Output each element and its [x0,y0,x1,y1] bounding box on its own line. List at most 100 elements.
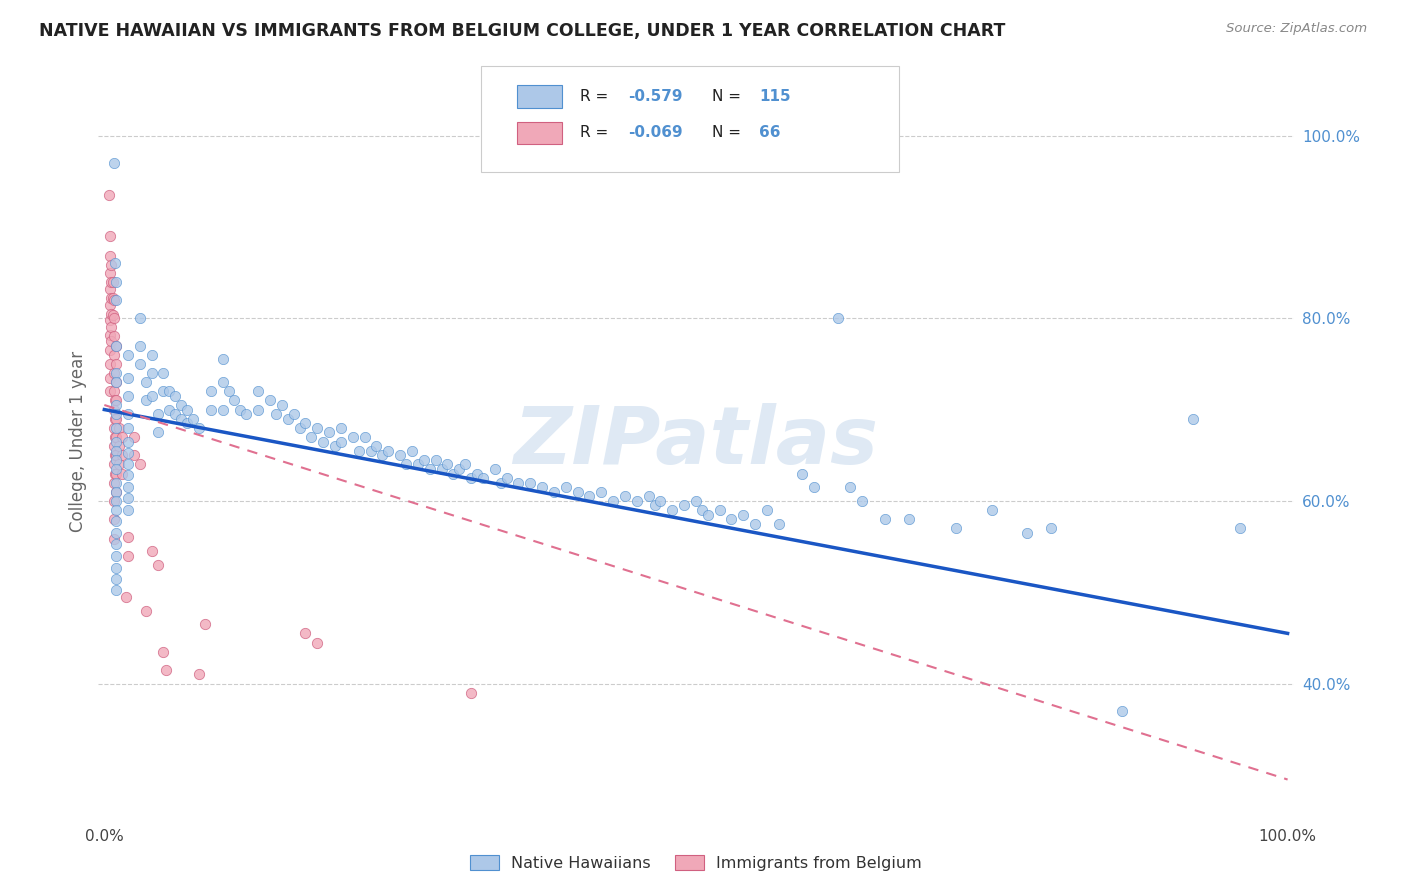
Point [218,384,240,399]
Point [103,156,125,170]
Point [101,308,124,322]
Point [105,443,128,458]
Point [98,384,121,399]
Point [897,512,920,526]
Legend: Native Hawaiians, Immigrants from Belgium: Native Hawaiians, Immigrants from Belgiu… [464,848,928,877]
Point [803,480,825,494]
Point [330,421,353,435]
Point [107,421,129,435]
Point [366,439,388,453]
Point [105,467,128,481]
Point [98,297,121,311]
Point [128,458,150,472]
Point [104,430,127,444]
Point [117,531,139,545]
Point [176,417,198,431]
Point [709,503,731,517]
Point [412,452,434,467]
Point [117,480,139,494]
Point [454,458,477,472]
Point [211,375,233,389]
Point [103,384,125,399]
Text: N =: N = [711,89,745,104]
Point [105,430,128,444]
Point [360,443,382,458]
Point [567,484,589,499]
Point [460,686,482,700]
Point [200,384,222,399]
Point [105,452,128,467]
Point [277,411,299,425]
Point [685,494,707,508]
Point [98,187,121,202]
Point [103,512,125,526]
Point [419,462,441,476]
Point [602,494,624,508]
Point [436,458,458,472]
Point [554,480,576,494]
Point [146,425,169,440]
Text: NATIVE HAWAIIAN VS IMMIGRANTS FROM BELGIUM COLLEGE, UNDER 1 YEAR CORRELATION CHA: NATIVE HAWAIIAN VS IMMIGRANTS FROM BELGI… [39,22,1005,40]
Point [495,471,517,485]
Text: 66: 66 [759,126,780,140]
Point [105,293,128,307]
Point [838,480,860,494]
Point [155,663,177,677]
Point [104,411,127,425]
Point [103,494,125,508]
Point [101,291,124,305]
Point [105,375,128,389]
Point [247,384,270,399]
Text: -0.069: -0.069 [628,126,682,140]
Point [111,448,134,462]
Point [105,338,128,352]
Point [117,389,139,403]
Point [696,508,718,522]
Point [98,266,121,280]
Point [229,402,252,417]
Point [111,467,134,481]
Point [105,375,128,389]
Point [117,446,139,460]
Point [176,402,198,417]
Text: N =: N = [711,126,745,140]
Point [117,468,139,483]
Point [851,494,873,508]
Point [389,448,412,462]
Point [98,229,121,244]
Point [637,489,659,503]
Point [1111,704,1133,718]
Point [100,275,122,289]
Point [104,256,127,270]
Point [146,407,169,421]
Text: -0.579: -0.579 [628,89,682,104]
Point [98,343,121,358]
Point [103,311,125,326]
Point [980,503,1002,517]
Point [307,421,329,435]
Point [100,320,122,334]
Point [122,448,145,462]
Point [188,421,211,435]
Point [135,375,157,389]
Point [1181,411,1204,425]
Point [744,516,766,531]
Point [294,626,316,640]
Point [720,512,742,526]
Point [377,443,399,458]
Point [188,667,211,681]
Point [105,484,128,499]
Point [460,471,482,485]
Point [98,249,121,263]
Point [644,499,666,513]
Point [141,389,163,403]
Point [105,366,128,380]
Point [100,258,122,272]
FancyBboxPatch shape [517,121,562,145]
Point [103,402,125,417]
Point [157,402,180,417]
Point [945,521,967,535]
Point [247,402,270,417]
Point [105,549,128,563]
Point [152,645,174,659]
